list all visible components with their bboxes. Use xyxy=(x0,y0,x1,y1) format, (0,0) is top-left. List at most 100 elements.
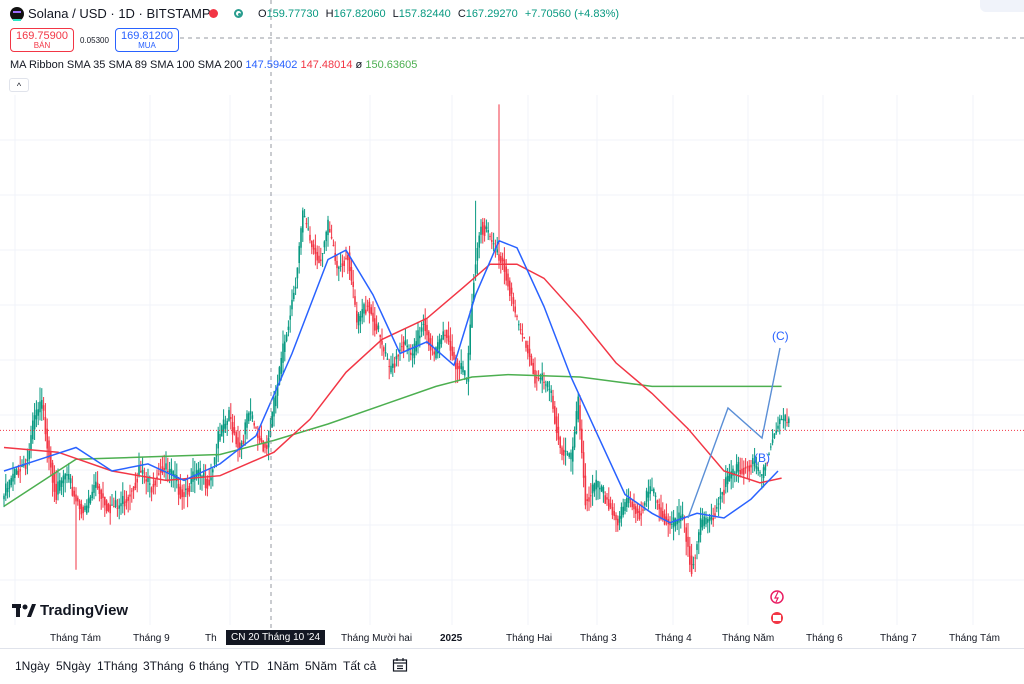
buy-button[interactable]: 169.81200 MUA xyxy=(115,28,179,52)
candle-body xyxy=(68,473,70,480)
candle-body xyxy=(555,416,558,434)
range-5d-button[interactable]: 5Ngày xyxy=(56,659,91,673)
high-value: 167.82060 xyxy=(333,8,386,20)
range-1d-button[interactable]: 1Ngày xyxy=(15,659,50,673)
crosshair-date-label: CN 20 Tháng 10 '24 xyxy=(226,630,326,645)
candle-body xyxy=(323,241,326,248)
candle-body xyxy=(705,517,707,525)
candle-body xyxy=(39,401,41,413)
candle-body xyxy=(483,225,486,236)
candle-body xyxy=(467,352,470,382)
candle-body xyxy=(390,365,392,373)
candle-body xyxy=(154,480,156,486)
data-status-icon[interactable] xyxy=(234,9,243,18)
candle-body xyxy=(600,486,603,492)
candle-body xyxy=(102,493,104,499)
candle-body xyxy=(417,330,419,345)
candle-body xyxy=(525,340,527,348)
candle-body xyxy=(289,315,291,320)
candle-body xyxy=(73,490,75,497)
candle-body xyxy=(678,512,680,523)
price-chart[interactable]: (C) (B) xyxy=(0,0,1024,648)
range-all-button[interactable]: Tất cả xyxy=(343,659,377,673)
candle-body xyxy=(32,420,34,440)
candle-body xyxy=(239,442,241,450)
candle-body xyxy=(428,331,430,346)
candle-body xyxy=(89,496,92,504)
candle-body xyxy=(554,406,556,424)
symbol-title[interactable]: Solana / USD · 1D · BITSTAMP xyxy=(28,6,211,21)
candle-body xyxy=(71,486,74,496)
wave-path xyxy=(687,347,781,519)
candle-body xyxy=(599,487,601,490)
buy-price: 169.81200 xyxy=(121,30,173,42)
candle-body xyxy=(3,495,5,500)
range-3m-button[interactable]: 3Tháng xyxy=(143,659,184,673)
candle-body xyxy=(775,430,777,434)
candle-body xyxy=(719,496,722,500)
candle-body xyxy=(231,422,234,435)
candle-body xyxy=(584,475,587,506)
candle-body xyxy=(629,499,632,501)
collapse-legend-button[interactable]: ^ xyxy=(9,78,29,92)
candle-body xyxy=(62,475,65,484)
candle-body xyxy=(685,527,687,542)
candle-body xyxy=(213,457,216,465)
candle-body xyxy=(735,464,738,473)
time-axis-label: Tháng 3 xyxy=(580,633,617,644)
candle-body xyxy=(251,415,254,419)
candle-body xyxy=(647,491,650,498)
candle-body xyxy=(230,416,232,420)
candle-body xyxy=(339,266,342,268)
candle-body xyxy=(509,280,511,296)
candle-body xyxy=(152,483,155,488)
candle-body xyxy=(109,504,111,514)
sma200-line xyxy=(3,373,782,507)
open-value: 159.77730 xyxy=(266,8,319,20)
candle-body xyxy=(622,506,624,515)
candle-body xyxy=(413,343,416,359)
range-5y-button[interactable]: 5Năm xyxy=(305,659,338,673)
candle-body xyxy=(501,257,504,262)
range-1m-button[interactable]: 1Tháng xyxy=(97,659,138,673)
market-status-dot-icon[interactable] xyxy=(209,9,218,18)
candle-body xyxy=(649,486,651,494)
candle-body xyxy=(703,516,705,526)
candle-body xyxy=(150,487,153,493)
candle-body xyxy=(179,486,182,499)
candle-body xyxy=(186,488,189,495)
candle-body xyxy=(710,516,713,520)
time-axis-label: Tháng 6 xyxy=(806,633,843,644)
low-value: 157.82440 xyxy=(398,8,451,20)
candle-body xyxy=(204,478,207,489)
candle-body xyxy=(224,423,227,429)
candle-body xyxy=(620,506,623,519)
candle-body xyxy=(120,503,122,507)
sell-label: BÁN xyxy=(33,41,51,50)
candle-body xyxy=(60,480,63,487)
compare-calendar-icon[interactable] xyxy=(392,657,408,673)
candle-body xyxy=(577,396,579,420)
candle-body xyxy=(447,335,450,342)
range-ytd-button[interactable]: YTD xyxy=(235,659,259,673)
candle-body xyxy=(456,362,459,370)
candle-body xyxy=(131,490,133,492)
range-6m-button[interactable]: 6 tháng xyxy=(189,659,230,673)
candle-body xyxy=(107,503,110,512)
candle-body xyxy=(222,419,225,433)
candle-body xyxy=(438,339,441,349)
candle-body xyxy=(435,347,437,359)
candle-body xyxy=(312,244,315,250)
candle-body xyxy=(359,315,362,322)
candle-body xyxy=(698,532,700,543)
candle-body xyxy=(357,313,360,326)
candle-body xyxy=(303,216,306,218)
range-1y-button[interactable]: 1Năm xyxy=(267,659,300,673)
candle-body xyxy=(683,518,686,520)
candle-body xyxy=(156,476,158,480)
candle-body xyxy=(671,523,673,525)
candle-body xyxy=(712,518,714,521)
candle-body xyxy=(741,468,743,474)
sell-button[interactable]: 169.75900 BÁN xyxy=(10,28,74,52)
candle-body xyxy=(338,267,340,269)
